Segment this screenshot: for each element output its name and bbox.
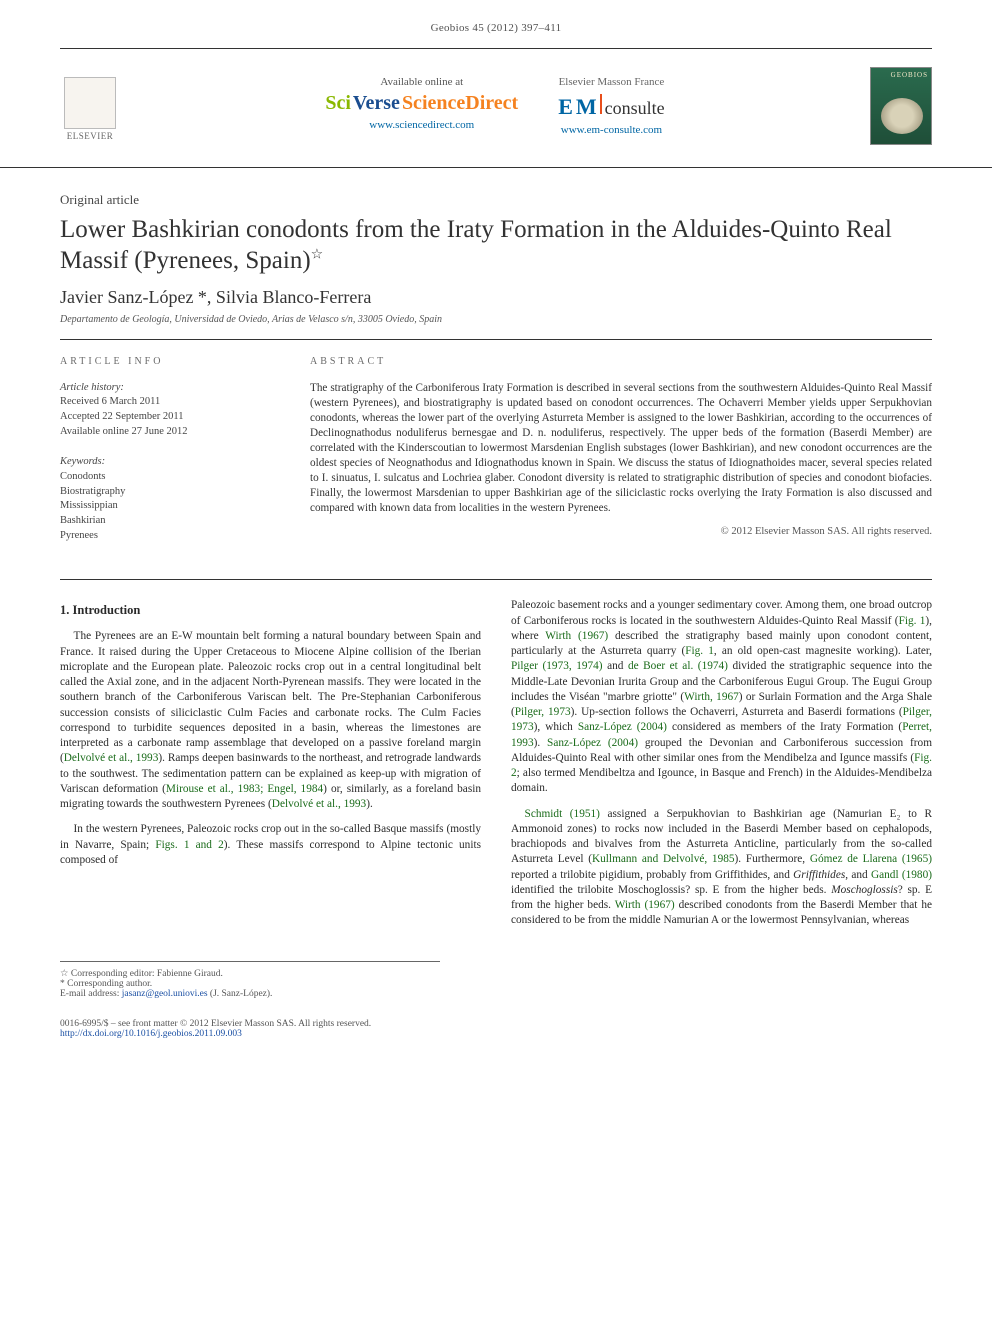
article-info-block: ARTICLE INFO Article history: Received 6… [60, 356, 270, 560]
paragraph: Paleozoic basement rocks and a younger s… [511, 598, 932, 796]
title-text: Lower Bashkirian conodonts from the Irat… [60, 216, 892, 274]
sciencedirect-block: Available online at SciVerse ScienceDire… [325, 76, 518, 136]
emconsulte-block: Elsevier Masson France EM consulte www.e… [558, 76, 664, 136]
citation[interactable]: Wirth (1967) [545, 630, 608, 642]
footnote-editor: ☆ Corresponding editor: Fabienne Giraud. [60, 968, 440, 979]
footnote-block: ☆ Corresponding editor: Fabienne Giraud.… [60, 961, 440, 999]
online-date: Available online 27 June 2012 [60, 425, 270, 440]
article-info-heading: ARTICLE INFO [60, 356, 270, 367]
cover-image-icon [881, 98, 923, 134]
sciencedirect-logo[interactable]: SciVerse ScienceDirect [325, 92, 518, 115]
keywords-label: Keywords: [60, 455, 270, 470]
citation[interactable]: Mirouse et al., 1983; Engel, 1984 [166, 783, 323, 795]
keyword: Conodonts [60, 470, 270, 485]
sciencedirect-url[interactable]: www.sciencedirect.com [325, 119, 518, 131]
elsevier-logo: ELSEVIER [60, 71, 120, 141]
paragraph: The Pyrenees are an E-W mountain belt fo… [60, 629, 481, 812]
citation[interactable]: Gandl (1980) [871, 869, 932, 881]
received-date: Received 6 March 2011 [60, 395, 270, 410]
citation[interactable]: Pilger (1973, 1974) [511, 660, 603, 672]
sd-sci: Sci [325, 92, 351, 115]
divider [60, 579, 932, 580]
elsevier-label: ELSEVIER [67, 131, 114, 141]
column-right: Paleozoic basement rocks and a younger s… [511, 598, 932, 938]
abstract-text: The stratigraphy of the Carboniferous Ir… [310, 381, 932, 517]
citation[interactable]: Schmidt (1951) [525, 808, 600, 820]
em-e: E [558, 94, 573, 120]
citation[interactable]: Sanz-López (2004) [578, 721, 667, 733]
publisher-banner: ELSEVIER Available online at SciVerse Sc… [0, 49, 992, 168]
keyword: Pyrenees [60, 529, 270, 544]
keyword: Bashkirian [60, 514, 270, 529]
citation[interactable]: Gómez de Llarena (1965) [810, 853, 932, 865]
em-m: M [576, 94, 597, 120]
banner-center: Available online at SciVerse ScienceDire… [130, 76, 860, 136]
abstract-block: ABSTRACT The stratigraphy of the Carboni… [310, 356, 932, 560]
citation[interactable]: de Boer et al. (1974) [628, 660, 728, 672]
keyword: Mississippian [60, 499, 270, 514]
abstract-heading: ABSTRACT [310, 356, 932, 367]
doi-link[interactable]: http://dx.doi.org/10.1016/j.geobios.2011… [60, 1029, 932, 1039]
citation[interactable]: Sanz-López (2004) [547, 737, 638, 749]
paragraph: Schmidt (1951) assigned a Serpukhovian t… [511, 807, 932, 929]
column-left: 1. Introduction The Pyrenees are an E-W … [60, 598, 481, 938]
cover-title: GEOBIOS [891, 71, 928, 79]
copyright-line: © 2012 Elsevier Masson SAS. All rights r… [310, 526, 932, 537]
em-text: consulte [605, 98, 665, 119]
meta-row: ARTICLE INFO Article history: Received 6… [60, 340, 932, 580]
article-title: Lower Bashkirian conodonts from the Irat… [60, 214, 932, 277]
journal-reference: Geobios 45 (2012) 397–411 [431, 22, 562, 34]
footnote-corresponding: * Corresponding author. [60, 979, 440, 989]
sd-verse: Verse [353, 92, 400, 115]
citation[interactable]: Delvolvé et al., 1993 [64, 752, 159, 764]
affiliation: Departamento de Geología, Universidad de… [60, 314, 932, 325]
front-matter-line: 0016-6995/$ – see front matter © 2012 El… [60, 1019, 932, 1029]
citation[interactable]: Wirth (1967) [615, 899, 675, 911]
page-header: Geobios 45 (2012) 397–411 [60, 0, 932, 49]
citation[interactable]: Wirth, 1967 [684, 691, 739, 703]
elsevier-tree-icon [64, 77, 116, 129]
figure-reference[interactable]: Figs. 1 and 2 [155, 839, 223, 851]
citation[interactable]: Kullmann and Delvolvé, 1985 [592, 853, 735, 865]
publisher-label: Elsevier Masson France [558, 76, 664, 88]
accepted-date: Accepted 22 September 2011 [60, 410, 270, 425]
figure-reference[interactable]: Fig. 1 [685, 645, 714, 657]
em-bar-icon [600, 94, 602, 114]
figure-reference[interactable]: Fig. 1 [899, 615, 926, 627]
section-heading-intro: 1. Introduction [60, 602, 481, 619]
keywords-block: Keywords: Conodonts Biostratigraphy Miss… [60, 455, 270, 543]
emconsulte-url[interactable]: www.em-consulte.com [558, 124, 664, 136]
paragraph: In the western Pyrenees, Paleozoic rocks… [60, 822, 481, 868]
keyword: Biostratigraphy [60, 485, 270, 500]
article-type: Original article [60, 192, 932, 208]
citation[interactable]: Pilger, 1973 [515, 706, 571, 718]
journal-cover-thumbnail: GEOBIOS [870, 67, 932, 145]
citation[interactable]: Delvolvé et al., 1993 [272, 798, 366, 810]
authors: Javier Sanz-López *, Silvia Blanco-Ferre… [60, 287, 932, 308]
available-online-label: Available online at [325, 76, 518, 88]
history-label: Article history: [60, 381, 270, 396]
history-block: Article history: Received 6 March 2011 A… [60, 381, 270, 440]
body-columns: 1. Introduction The Pyrenees are an E-W … [60, 598, 932, 938]
emconsulte-logo[interactable]: EM consulte [558, 94, 664, 120]
sd-direct: ScienceDirect [402, 92, 518, 115]
footnote-email: E-mail address: jasanz@geol.uniovi.es (J… [60, 989, 440, 999]
title-footnote-marker: ☆ [311, 248, 324, 263]
email-link[interactable]: jasanz@geol.uniovi.es [122, 989, 208, 999]
page-footer: 0016-6995/$ – see front matter © 2012 El… [60, 1013, 932, 1039]
